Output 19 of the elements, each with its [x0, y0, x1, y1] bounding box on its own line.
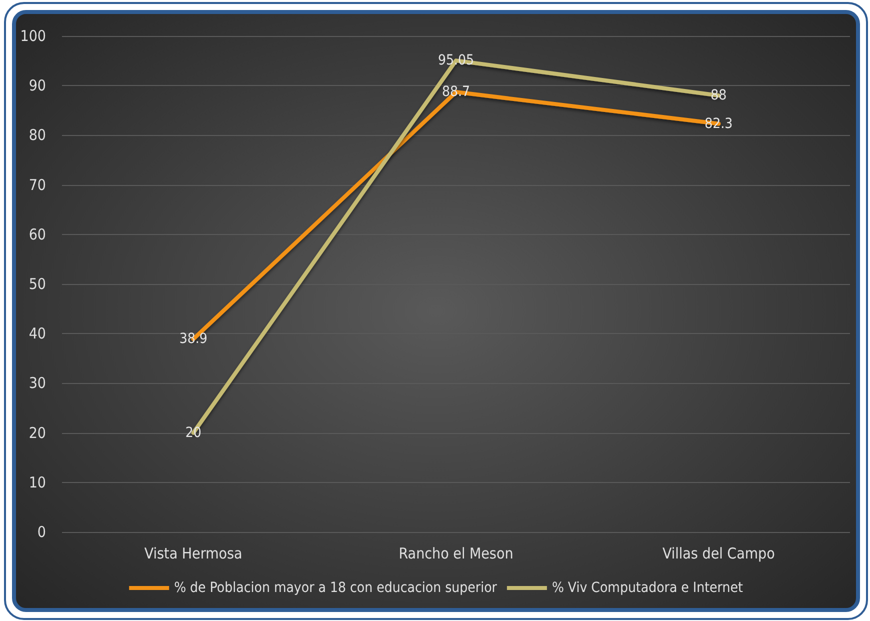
data-label: 38.9	[179, 331, 208, 348]
y-tick-label: 70	[28, 176, 46, 194]
y-tick-label: 10	[28, 473, 46, 492]
y-tick-label: 20	[28, 424, 46, 442]
y-tick-label: 90	[28, 76, 46, 95]
x-tick-label: Vista Hermosa	[144, 544, 242, 562]
legend-label: % de Poblacion mayor a 18 con educacion superior	[174, 580, 498, 596]
y-tick-label: 60	[28, 225, 46, 244]
data-label: 20	[185, 424, 202, 441]
data-label: 82.3	[704, 116, 733, 132]
x-tick-label: Rancho el Meson	[398, 544, 514, 562]
y-tick-label: 40	[28, 324, 46, 343]
y-tick-label: 50	[28, 275, 46, 293]
y-tick-label: 100	[20, 27, 46, 45]
legend-label: % Viv Computadora e Internet	[552, 580, 743, 596]
x-tick-label: Villas del Campo	[662, 544, 775, 562]
y-tick-label: 80	[28, 126, 46, 144]
y-tick-label: 0	[37, 523, 46, 541]
y-tick-label: 30	[28, 374, 46, 392]
